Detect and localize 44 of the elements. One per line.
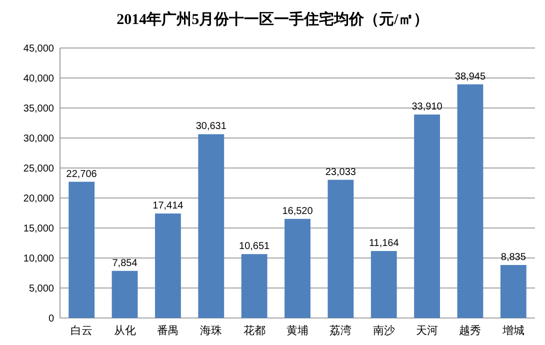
bar bbox=[198, 134, 224, 318]
x-tick-label: 增城 bbox=[501, 324, 524, 337]
data-label: 38,945 bbox=[454, 71, 486, 82]
y-tick-label: 20,000 bbox=[23, 194, 54, 204]
bar bbox=[284, 218, 310, 318]
y-tick-label: 10,000 bbox=[23, 254, 54, 264]
bar bbox=[241, 254, 268, 318]
bar bbox=[500, 264, 526, 318]
data-label: 7,854 bbox=[112, 258, 138, 269]
y-tick-label: 45,000 bbox=[23, 44, 54, 54]
bar bbox=[328, 180, 354, 318]
x-tick-label: 天河 bbox=[416, 325, 438, 337]
data-label: 22,706 bbox=[66, 168, 98, 180]
bar bbox=[457, 84, 484, 318]
bar bbox=[370, 251, 397, 318]
data-label: 10,651 bbox=[239, 241, 270, 252]
x-tick-label: 从化 bbox=[114, 324, 136, 337]
bar bbox=[155, 214, 181, 318]
x-tick-label: 南沙 bbox=[372, 324, 395, 337]
data-label: 8,835 bbox=[500, 252, 526, 263]
chart-title: 2014年广州5月份十一区一手住宅均价（元/㎡） bbox=[116, 10, 428, 28]
x-tick-label: 越秀 bbox=[459, 324, 482, 337]
data-label: 16,520 bbox=[282, 206, 314, 217]
y-tick-label: 5,000 bbox=[28, 284, 54, 294]
y-tick-label: 30,000 bbox=[23, 134, 54, 144]
data-label: 33,910 bbox=[412, 102, 443, 113]
data-label: 11,164 bbox=[368, 238, 400, 250]
y-tick-label: 15,000 bbox=[23, 224, 54, 234]
x-tick-label: 海珠 bbox=[200, 324, 222, 337]
x-tick-label: 黄埔 bbox=[286, 324, 308, 337]
y-tick-label: 25,000 bbox=[23, 164, 54, 174]
x-tick-label: 白云 bbox=[70, 325, 93, 337]
bar bbox=[414, 114, 440, 318]
y-tick-label: 40,000 bbox=[23, 74, 54, 84]
data-label: 30,631 bbox=[196, 121, 227, 132]
bar bbox=[112, 270, 138, 318]
y-tick-label: 35,000 bbox=[23, 104, 54, 114]
x-tick-label: 番禺 bbox=[156, 324, 179, 337]
x-tick-label: 花都 bbox=[243, 324, 266, 337]
data-label: 23,033 bbox=[325, 166, 356, 178]
bar bbox=[68, 182, 95, 318]
data-label: 17,414 bbox=[152, 200, 184, 212]
y-tick-label: 0 bbox=[48, 314, 54, 324]
x-tick-label: 荔湾 bbox=[330, 324, 352, 337]
